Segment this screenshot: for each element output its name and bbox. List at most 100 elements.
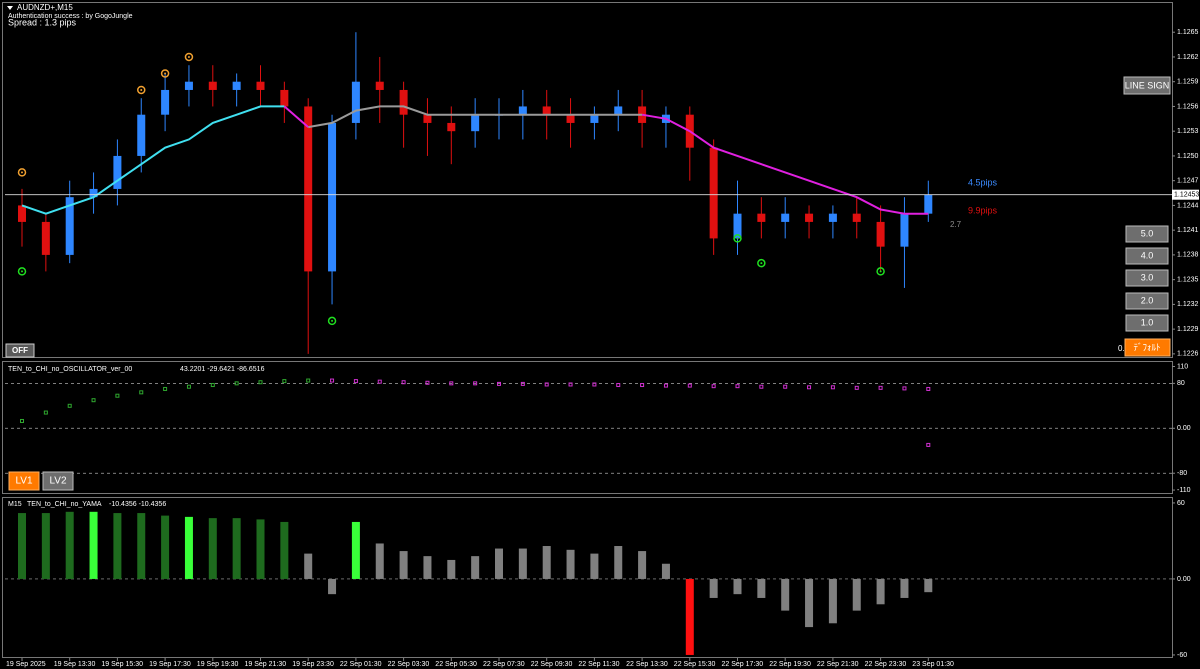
oscillator-point — [353, 379, 358, 384]
oscillator-point — [163, 386, 168, 391]
oscillator-point — [210, 383, 215, 388]
button-label: 5.0 — [1141, 228, 1154, 238]
y-tick-label: 60 — [1177, 500, 1185, 507]
histogram-bar — [518, 548, 527, 579]
level-button[interactable]: 4.0 — [1125, 247, 1169, 265]
histogram-timeframe: M15 — [8, 501, 22, 508]
candle-body — [65, 197, 74, 255]
histogram-bar — [614, 546, 623, 579]
button-label: 4.0 — [1141, 250, 1154, 260]
candle-body — [709, 147, 718, 239]
candle-body — [328, 122, 337, 272]
button-label: LV1 — [15, 476, 32, 487]
candle-body — [876, 221, 885, 247]
histogram-readout: -10.4356 -10.4356 — [109, 501, 166, 508]
plot-layer: 1.1265 1.1262 1.1259 1.1256 1.1253 1.1250 1.12… — [5, 29, 1199, 668]
price-pane — [2, 2, 1173, 358]
oscillator-point — [330, 378, 335, 383]
histogram-title: TEN_to_CHI_no_YAMA — [27, 501, 102, 508]
moving-average — [308, 105, 643, 129]
histogram-bar — [161, 515, 170, 579]
off-button[interactable]: OFF — [5, 343, 35, 358]
x-tick-label: 19 Sep 23:30 — [292, 661, 334, 668]
moving-average — [283, 105, 929, 215]
histogram-bar — [685, 578, 694, 655]
candle-body — [518, 106, 527, 115]
histogram-bar — [184, 516, 193, 579]
annotation: 4.5pips — [968, 177, 998, 187]
oscillator-point — [711, 384, 716, 389]
oscillator-readout: 43.2201 -29.6421 -86.6516 — [180, 366, 265, 373]
line-sign-button[interactable]: LINE SIGN — [1123, 76, 1171, 95]
histogram-bar — [566, 549, 575, 579]
signal-dot — [736, 237, 739, 240]
default-button[interactable]: ﾃﾞﾌｫﾙﾄ — [1124, 338, 1171, 357]
x-tick-label: 22 Sep 05:30 — [435, 661, 477, 668]
y-tick-label: 1.1253 — [1177, 128, 1199, 135]
level-button[interactable]: 5.0 — [1125, 225, 1169, 243]
x-tick-label: 22 Sep 21:30 — [817, 661, 859, 668]
signal-dot — [21, 270, 23, 273]
level-button[interactable]: 3.0 — [1125, 269, 1169, 287]
candle-body — [852, 213, 861, 222]
x-tick-label: 19 Sep 21:30 — [245, 661, 287, 668]
candle-body — [89, 188, 98, 198]
histogram-bar — [757, 578, 766, 598]
x-tick-label: 19 Sep 17:30 — [149, 661, 191, 668]
histogram-bar — [924, 578, 933, 593]
oscillator-point — [926, 442, 931, 447]
x-tick-label: 19 Sep 15:30 — [101, 661, 143, 668]
candle-body — [828, 213, 837, 222]
oscillator-point — [568, 382, 573, 387]
histogram-bar — [447, 559, 456, 579]
y-tick-label: 1.1250 — [1177, 153, 1199, 160]
signal-marker — [876, 267, 885, 276]
oscillator-point — [854, 385, 859, 390]
candle-body — [542, 106, 551, 115]
level-button[interactable]: 1.0 — [1125, 314, 1169, 332]
oscillator-point — [592, 382, 597, 387]
lv1-button[interactable]: LV1 — [8, 471, 40, 491]
signal-dot — [187, 55, 190, 58]
candle-body — [900, 213, 909, 247]
oscillator-point — [759, 384, 764, 389]
candle-body — [733, 213, 742, 239]
x-tick-label: 23 Sep 01:30 — [912, 661, 954, 668]
candle-body — [18, 205, 26, 222]
candle-body — [781, 213, 790, 222]
histogram-bar — [471, 556, 480, 579]
candle-body — [41, 221, 50, 255]
oscillator-point — [520, 381, 525, 386]
lv2-button[interactable]: LV2 — [42, 471, 74, 491]
x-tick-label: 22 Sep 13:30 — [626, 661, 668, 668]
histogram-bar — [208, 518, 217, 579]
signal-marker — [137, 85, 146, 95]
candle-body — [161, 89, 170, 115]
x-tick-label: 22 Sep 23:30 — [865, 661, 907, 668]
histogram-bar — [661, 563, 670, 579]
candle-body — [924, 194, 933, 214]
moving-average — [21, 105, 285, 215]
oscillator-point — [306, 378, 311, 383]
oscillator-point — [616, 383, 621, 388]
candle-body — [280, 89, 289, 107]
histogram-bar — [89, 511, 98, 579]
candle-body — [184, 81, 193, 90]
candle-body — [423, 114, 432, 123]
oscillator-point — [783, 384, 788, 389]
histogram-bar — [781, 578, 790, 611]
histogram-bar — [805, 578, 814, 628]
oscillator-point — [663, 383, 668, 388]
x-tick-label: 19 Sep 13:30 — [54, 661, 96, 668]
histogram-bar — [65, 511, 74, 579]
menu-arrow[interactable] — [7, 6, 13, 10]
oscillator-point — [401, 380, 406, 385]
button-label: OFF — [12, 346, 28, 355]
y-tick-label: 1.1262 — [1177, 54, 1199, 61]
oscillator-point — [926, 386, 931, 391]
candle-body — [113, 155, 122, 189]
signal-dot — [140, 88, 143, 91]
oscillator-point — [878, 385, 883, 390]
level-button[interactable]: 2.0 — [1125, 292, 1169, 310]
